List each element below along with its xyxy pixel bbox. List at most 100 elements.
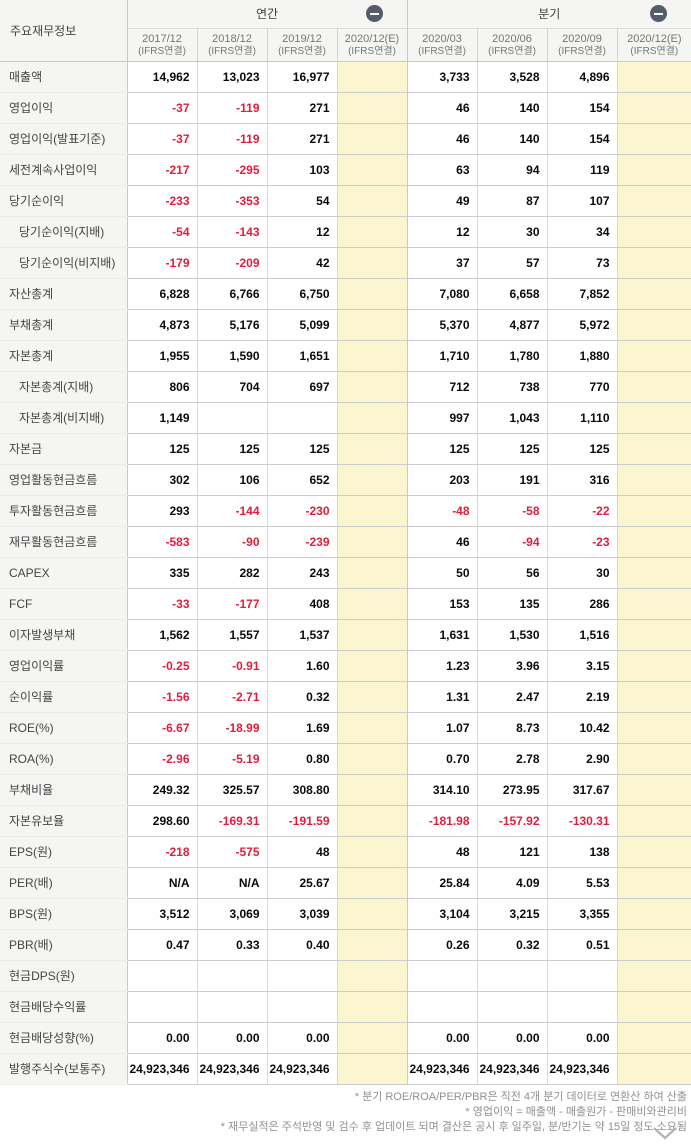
cell-자본금-2019/12: 125: [267, 433, 338, 465]
cell-영업이익(발표기준)-2019/12: 271: [267, 123, 338, 155]
cell-EPS(원)-2020/06: 121: [477, 836, 548, 868]
group-header-quarterly: 분기: [407, 0, 691, 29]
cell-재무활동현금흐름-2020/06: -94: [477, 526, 548, 558]
cell-현금배당성향(%)-2018/12: 0.00: [197, 1022, 268, 1054]
cell-자본총계(지배)-2020/12(E): [617, 371, 691, 403]
cell-영업이익-2020/06: 140: [477, 92, 548, 124]
cell-부채총계-2020/12(E): [337, 309, 408, 341]
row-label: 자본금: [0, 433, 128, 465]
cell-영업이익-2020/12(E): [337, 92, 408, 124]
cell-PER(배)-2018/12: N/A: [197, 867, 268, 899]
cell-현금배당수익률-2020/12(E): [337, 991, 408, 1023]
expand-more-chevron-down-icon[interactable]: [652, 1126, 678, 1141]
cell-자본총계(지배)-2020/09: 770: [547, 371, 618, 403]
cell-자본총계(지배)-2020/03: 712: [407, 371, 478, 403]
table-row: 재무활동현금흐름 -583 -90 -239 46 -94 -23: [0, 526, 691, 558]
cell-영업이익률-2020/03: 1.23: [407, 650, 478, 682]
cell-현금배당성향(%)-2020/09: 0.00: [547, 1022, 618, 1054]
cell-영업이익-2020/09: 154: [547, 92, 618, 124]
cell-당기순이익(비지배)-2020/09: 73: [547, 247, 618, 279]
cell-영업이익률-2017/12: -0.25: [127, 650, 198, 682]
cell-순이익률-2020/12(E): [337, 681, 408, 713]
cell-세전계속사업이익-2020/03: 63: [407, 154, 478, 186]
cell-EPS(원)-2020/12(E): [617, 836, 691, 868]
cell-투자활동현금흐름-2020/12(E): [337, 495, 408, 527]
cell-이자발생부채-2020/06: 1,530: [477, 619, 548, 651]
row-label: 자본총계: [0, 340, 128, 372]
cell-부채총계-2019/12: 5,099: [267, 309, 338, 341]
cell-PBR(배)-2020/12(E): [617, 929, 691, 961]
cell-ROA(%)-2020/06: 2.78: [477, 743, 548, 775]
cell-이자발생부채-2020/09: 1,516: [547, 619, 618, 651]
cell-현금DPS(원)-2020/12(E): [617, 960, 691, 992]
cell-당기순이익(지배)-2020/09: 34: [547, 216, 618, 248]
cell-현금배당수익률-2017/12: [127, 991, 198, 1023]
collapse-quarterly-minus-circle-icon[interactable]: [650, 5, 668, 22]
row-label: BPS(원): [0, 898, 128, 930]
table-row: PER(배) N/A N/A 25.67 25.84 4.09 5.53: [0, 867, 691, 899]
cell-부채비율-2020/03: 314.10: [407, 774, 478, 806]
cell-세전계속사업이익-2020/12(E): [337, 154, 408, 186]
cell-자본총계-2020/09: 1,880: [547, 340, 618, 372]
cell-부채총계-2020/06: 4,877: [477, 309, 548, 341]
cell-FCF-2020/12(E): [337, 588, 408, 620]
cell-자본총계(지배)-2020/06: 738: [477, 371, 548, 403]
table-row: 이자발생부채 1,562 1,557 1,537 1,631 1,530 1,516: [0, 619, 691, 651]
cell-BPS(원)-2018/12: 3,069: [197, 898, 268, 930]
cell-매출액-2020/12(E): [337, 61, 408, 93]
cell-자본총계(비지배)-2019/12: [267, 402, 338, 434]
row-label: PBR(배): [0, 929, 128, 961]
cell-부채비율-2020/12(E): [337, 774, 408, 806]
cell-영업이익-2019/12: 271: [267, 92, 338, 124]
row-label: PER(배): [0, 867, 128, 899]
cell-ROE(%)-2020/09: 10.42: [547, 712, 618, 744]
cell-ROE(%)-2017/12: -6.67: [127, 712, 198, 744]
table-row: CAPEX 335 282 243 50 56 30: [0, 557, 691, 589]
collapse-annual-minus-circle-icon[interactable]: [365, 5, 383, 22]
cell-자본총계-2017/12: 1,955: [127, 340, 198, 372]
table-row: 현금배당성향(%) 0.00 0.00 0.00 0.00 0.00 0.00: [0, 1022, 691, 1054]
cell-CAPEX-2018/12: 282: [197, 557, 268, 589]
cell-자본총계-2020/12(E): [617, 340, 691, 372]
row-label: 현금DPS(원): [0, 960, 128, 992]
cell-영업이익(발표기준)-2020/12(E): [337, 123, 408, 155]
cell-발행주식수(보통주)-2020/12(E): [337, 1053, 408, 1085]
cell-영업이익-2018/12: -119: [197, 92, 268, 124]
cell-발행주식수(보통주)-2020/03: 24,923,346: [407, 1053, 478, 1085]
table-row: EPS(원) -218 -575 48 48 121 138: [0, 836, 691, 868]
footnote-quarterly-annualized: * 분기 ROE/ROA/PER/PBR은 직전 4개 분기 데이터로 연환산 …: [354, 1090, 687, 1103]
cell-PER(배)-2020/03: 25.84: [407, 867, 478, 899]
cell-EPS(원)-2018/12: -575: [197, 836, 268, 868]
row-label: 부채비율: [0, 774, 128, 806]
cell-영업활동현금흐름-2020/12(E): [617, 464, 691, 496]
cell-자본유보율-2020/03: -181.98: [407, 805, 478, 837]
cell-자산총계-2020/06: 6,658: [477, 278, 548, 310]
cell-당기순이익-2020/12(E): [337, 185, 408, 217]
cell-이자발생부채-2017/12: 1,562: [127, 619, 198, 651]
table-row: 자본총계 1,955 1,590 1,651 1,710 1,780 1,880: [0, 340, 691, 372]
table-row: 자본총계(비지배) 1,149 997 1,043 1,110: [0, 402, 691, 434]
cell-세전계속사업이익-2017/12: -217: [127, 154, 198, 186]
cell-자본금-2020/03: 125: [407, 433, 478, 465]
cell-ROE(%)-2019/12: 1.69: [267, 712, 338, 744]
cell-영업이익률-2018/12: -0.91: [197, 650, 268, 682]
column-header-2020/12(E): 2020/12(E) (IFRS연결): [617, 28, 691, 62]
cell-EPS(원)-2019/12: 48: [267, 836, 338, 868]
cell-자본유보율-2020/09: -130.31: [547, 805, 618, 837]
cell-당기순이익-2017/12: -233: [127, 185, 198, 217]
cell-자산총계-2020/12(E): [617, 278, 691, 310]
column-period: 2018/12: [212, 33, 252, 45]
cell-부채총계-2018/12: 5,176: [197, 309, 268, 341]
table-row: 영업이익(발표기준) -37 -119 271 46 140 154: [0, 123, 691, 155]
cell-BPS(원)-2020/12(E): [337, 898, 408, 930]
row-label: 매출액: [0, 61, 128, 93]
cell-이자발생부채-2020/03: 1,631: [407, 619, 478, 651]
table-row: 자산총계 6,828 6,766 6,750 7,080 6,658 7,852: [0, 278, 691, 310]
cell-자본총계(비지배)-2017/12: 1,149: [127, 402, 198, 434]
row-label: 자본총계(비지배): [0, 402, 128, 434]
cell-발행주식수(보통주)-2019/12: 24,923,346: [267, 1053, 338, 1085]
cell-ROE(%)-2020/12(E): [617, 712, 691, 744]
cell-투자활동현금흐름-2020/03: -48: [407, 495, 478, 527]
column-accounting-standard: (IFRS연결): [208, 46, 256, 57]
